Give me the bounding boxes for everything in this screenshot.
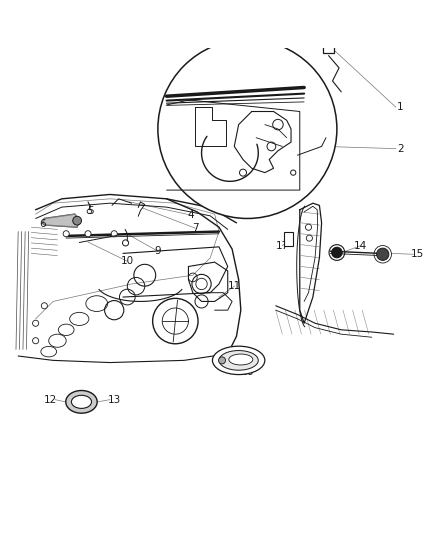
Circle shape	[332, 247, 342, 258]
Text: 11: 11	[228, 281, 241, 291]
Text: 9: 9	[155, 246, 161, 256]
Circle shape	[240, 169, 247, 176]
Text: 13: 13	[108, 394, 121, 405]
Text: 4: 4	[187, 210, 194, 220]
Circle shape	[305, 224, 311, 230]
Circle shape	[73, 216, 81, 225]
Polygon shape	[42, 214, 79, 227]
Ellipse shape	[212, 346, 265, 375]
Circle shape	[290, 170, 296, 175]
Ellipse shape	[71, 395, 92, 408]
Text: 1: 1	[397, 102, 403, 112]
Circle shape	[32, 338, 39, 344]
Ellipse shape	[66, 391, 97, 413]
Circle shape	[158, 39, 337, 219]
Ellipse shape	[229, 354, 253, 365]
Text: 6: 6	[39, 219, 46, 229]
Text: 14: 14	[354, 240, 367, 251]
Circle shape	[85, 231, 91, 237]
Text: 12: 12	[44, 394, 57, 405]
Text: 5: 5	[87, 206, 93, 216]
Circle shape	[306, 235, 312, 241]
Text: 15: 15	[411, 249, 424, 259]
Text: 17: 17	[276, 240, 289, 251]
Circle shape	[111, 231, 117, 237]
Text: 16: 16	[241, 367, 254, 377]
Circle shape	[32, 320, 39, 326]
Circle shape	[152, 298, 198, 344]
FancyBboxPatch shape	[284, 232, 293, 246]
Ellipse shape	[219, 351, 258, 370]
Text: 7: 7	[192, 223, 198, 233]
Text: 10: 10	[121, 256, 134, 266]
Circle shape	[377, 248, 389, 261]
Circle shape	[87, 209, 92, 214]
Circle shape	[219, 357, 226, 364]
Text: 2: 2	[397, 143, 403, 154]
Circle shape	[41, 303, 47, 309]
FancyBboxPatch shape	[323, 46, 334, 53]
Circle shape	[63, 231, 69, 237]
